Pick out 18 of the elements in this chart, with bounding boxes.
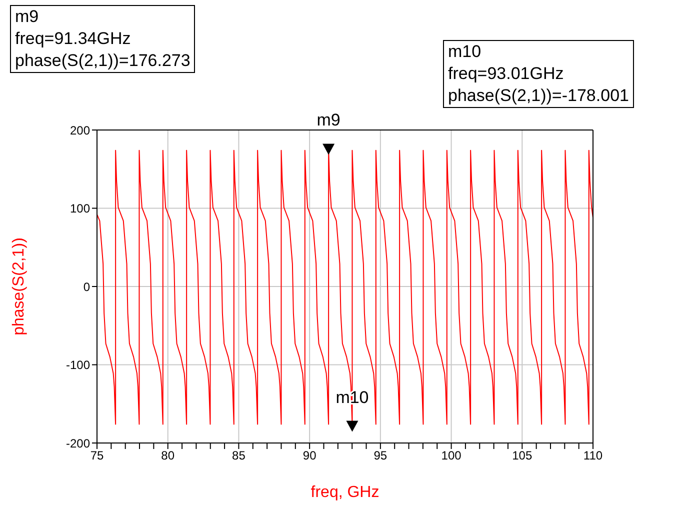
y-tick-label: 100 [70,202,90,216]
y-tick-label: -200 [66,436,90,450]
x-tick-label: 75 [90,448,104,463]
y-axis-title: phase(S(2,1)) [10,238,28,336]
x-tick-label: 110 [583,448,603,463]
x-tick-label: 105 [512,448,532,463]
text: m9 freq=91.34GHz phase(S(2,1))=176.273 [15,6,190,72]
x-tick-label: 90 [302,448,317,463]
x-axis-title: freq, GHz [310,484,380,501]
x-tick-label: 80 [161,448,175,463]
y-tick-label: 0 [83,280,90,294]
y-tick-label: 200 [70,123,90,138]
x-tick-label: 85 [232,448,246,463]
annotation: m9 [316,110,340,130]
x-tick-label: 100 [441,448,462,463]
text: m10 freq=93.01GHz phase(S(2,1))=-178.001 [448,41,629,107]
x-tick-label: 95 [374,448,388,463]
y-tick-label: -100 [66,358,90,372]
